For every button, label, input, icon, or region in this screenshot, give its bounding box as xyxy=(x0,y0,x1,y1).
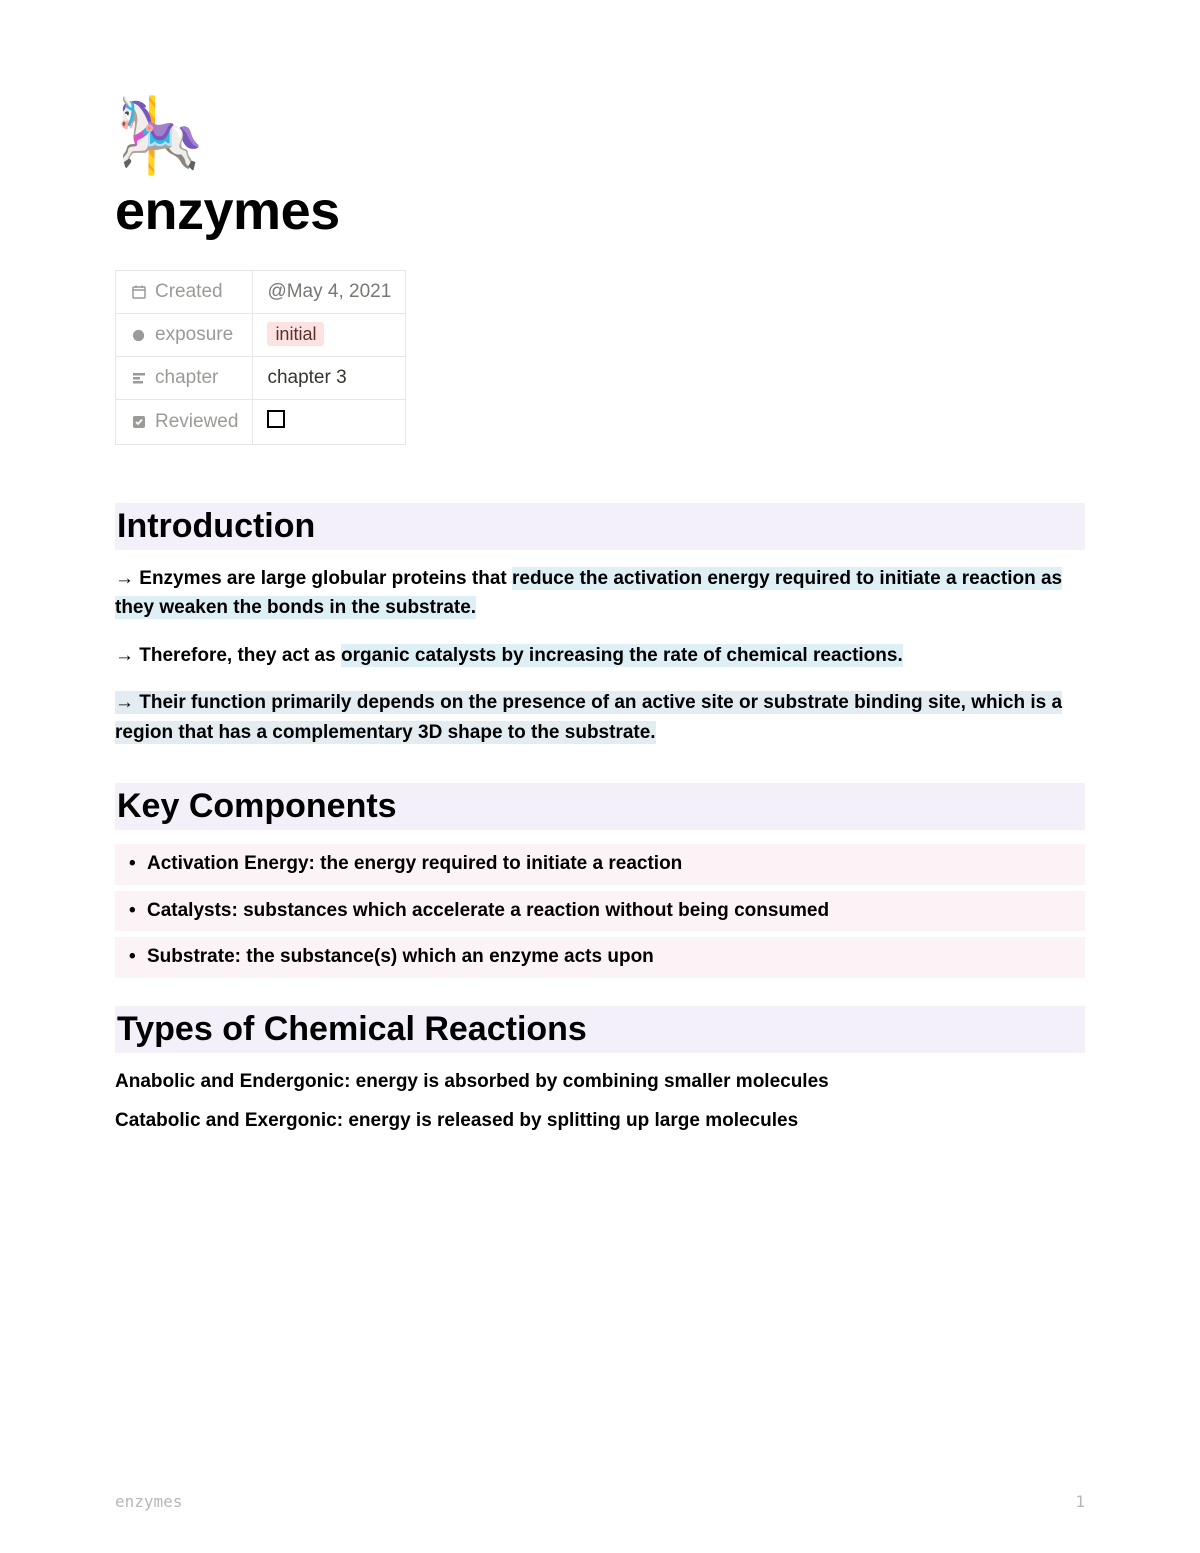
property-row-exposure: exposure initial xyxy=(116,314,406,357)
list-item: Activation Energy: the energy required t… xyxy=(115,844,1085,885)
section-heading-reactions: Types of Chemical Reactions xyxy=(115,1006,1085,1053)
page-icon: 🎠 xyxy=(115,100,1085,172)
footer-title: enzymes xyxy=(115,1492,182,1511)
reactions-paragraph-1: Anabolic and Endergonic: energy is absor… xyxy=(115,1067,1085,1096)
intro-paragraph-1: → Enzymes are large globular proteins th… xyxy=(115,564,1085,623)
reactions-paragraph-2: Catabolic and Exergonic: energy is relea… xyxy=(115,1106,1085,1135)
property-value-created: @May 4, 2021 xyxy=(267,281,391,302)
property-value-exposure: initial xyxy=(267,322,324,346)
property-label: exposure xyxy=(155,324,233,346)
intro-paragraph-2: → Therefore, they act as organic catalys… xyxy=(115,641,1085,670)
circle-icon xyxy=(130,327,147,344)
footer-page-number: 1 xyxy=(1075,1492,1085,1511)
intro-paragraph-3: → Their function primarily depends on th… xyxy=(115,688,1085,747)
reviewed-checkbox[interactable] xyxy=(267,410,285,428)
page-footer: enzymes 1 xyxy=(115,1492,1085,1511)
list-item: Substrate: the substance(s) which an enz… xyxy=(115,937,1085,978)
property-label: chapter xyxy=(155,367,218,389)
section-heading-components: Key Components xyxy=(115,783,1085,830)
page-title: enzymes xyxy=(115,180,1085,242)
property-label: Reviewed xyxy=(155,411,238,433)
highlight-text: → Their function primarily depends on th… xyxy=(115,691,1062,743)
properties-table: Created @May 4, 2021 exposure initial xyxy=(115,270,406,445)
property-row-chapter: chapter chapter 3 xyxy=(116,357,406,400)
text-icon xyxy=(130,370,147,387)
components-list: Activation Energy: the energy required t… xyxy=(115,844,1085,978)
property-value-chapter: chapter 3 xyxy=(267,367,346,388)
section-heading-introduction: Introduction xyxy=(115,503,1085,550)
property-row-reviewed: Reviewed xyxy=(116,400,406,445)
page: 🎠 enzymes Created @May 4, 2021 ex xyxy=(0,0,1200,1136)
property-label: Created xyxy=(155,281,223,303)
highlight-text: organic catalysts by increasing the rate… xyxy=(341,644,903,667)
calendar-icon xyxy=(130,284,147,301)
list-item: Catalysts: substances which accelerate a… xyxy=(115,891,1085,932)
checkbox-icon xyxy=(130,414,147,431)
property-row-created: Created @May 4, 2021 xyxy=(116,271,406,314)
